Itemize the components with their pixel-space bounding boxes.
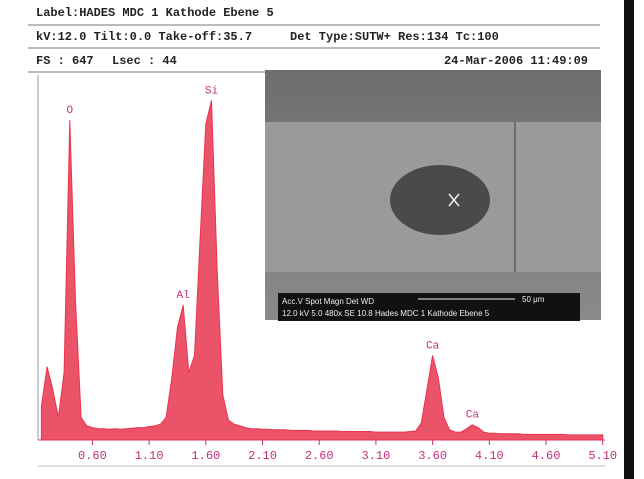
header-conditions: kV:12.0 Tilt:0.0 Take-off:35.7 xyxy=(36,30,252,44)
x-tick-label: 3.10 xyxy=(362,449,391,463)
peak-label: Al xyxy=(177,290,190,302)
x-tick-label: 1.60 xyxy=(191,449,220,463)
header-datetime: 24-Mar-2006 11:49:09 xyxy=(444,54,588,68)
header-detector: Det Type:SUTW+ Res:134 Tc:100 xyxy=(290,30,499,44)
x-tick-label: 0.60 xyxy=(78,449,107,463)
peak-label: Ca xyxy=(466,410,480,422)
x-tick-label: 3.60 xyxy=(418,449,447,463)
x-tick-label: 5.10 xyxy=(588,449,617,463)
header-fs: FS : 647 xyxy=(36,54,94,68)
sem-cross xyxy=(448,193,460,207)
x-tick-label: 2.60 xyxy=(305,449,334,463)
peak-label: Si xyxy=(205,85,219,97)
peak-label: O xyxy=(66,105,73,117)
header-lsec: Lsec : 44 xyxy=(112,54,177,68)
scan-edge xyxy=(624,0,634,479)
sem-caption-bar xyxy=(278,293,580,321)
sem-inset: Acc.V Spot Magn Det WD 50 µm 12.0 kV 5.0… xyxy=(265,70,601,321)
sem-scale: 50 µm xyxy=(522,295,545,304)
header-label: Label:HADES MDC 1 Kathode Ebene 5 xyxy=(36,6,274,20)
sem-caption-top: Acc.V Spot Magn Det WD xyxy=(282,297,374,306)
plot xyxy=(40,100,604,441)
x-tick-label: 2.10 xyxy=(248,449,277,463)
x-tick-label: 1.10 xyxy=(135,449,164,463)
sem-caption-bottom: 12.0 kV 5.0 480x SE 10.8 Hades MDC 1 Kat… xyxy=(282,309,490,318)
spectrum-area xyxy=(40,100,604,441)
x-tick-label: 4.10 xyxy=(475,449,504,463)
peak-label: Ca xyxy=(426,340,440,352)
x-tick-label: 4.60 xyxy=(532,449,561,463)
sem-spot xyxy=(390,165,490,235)
